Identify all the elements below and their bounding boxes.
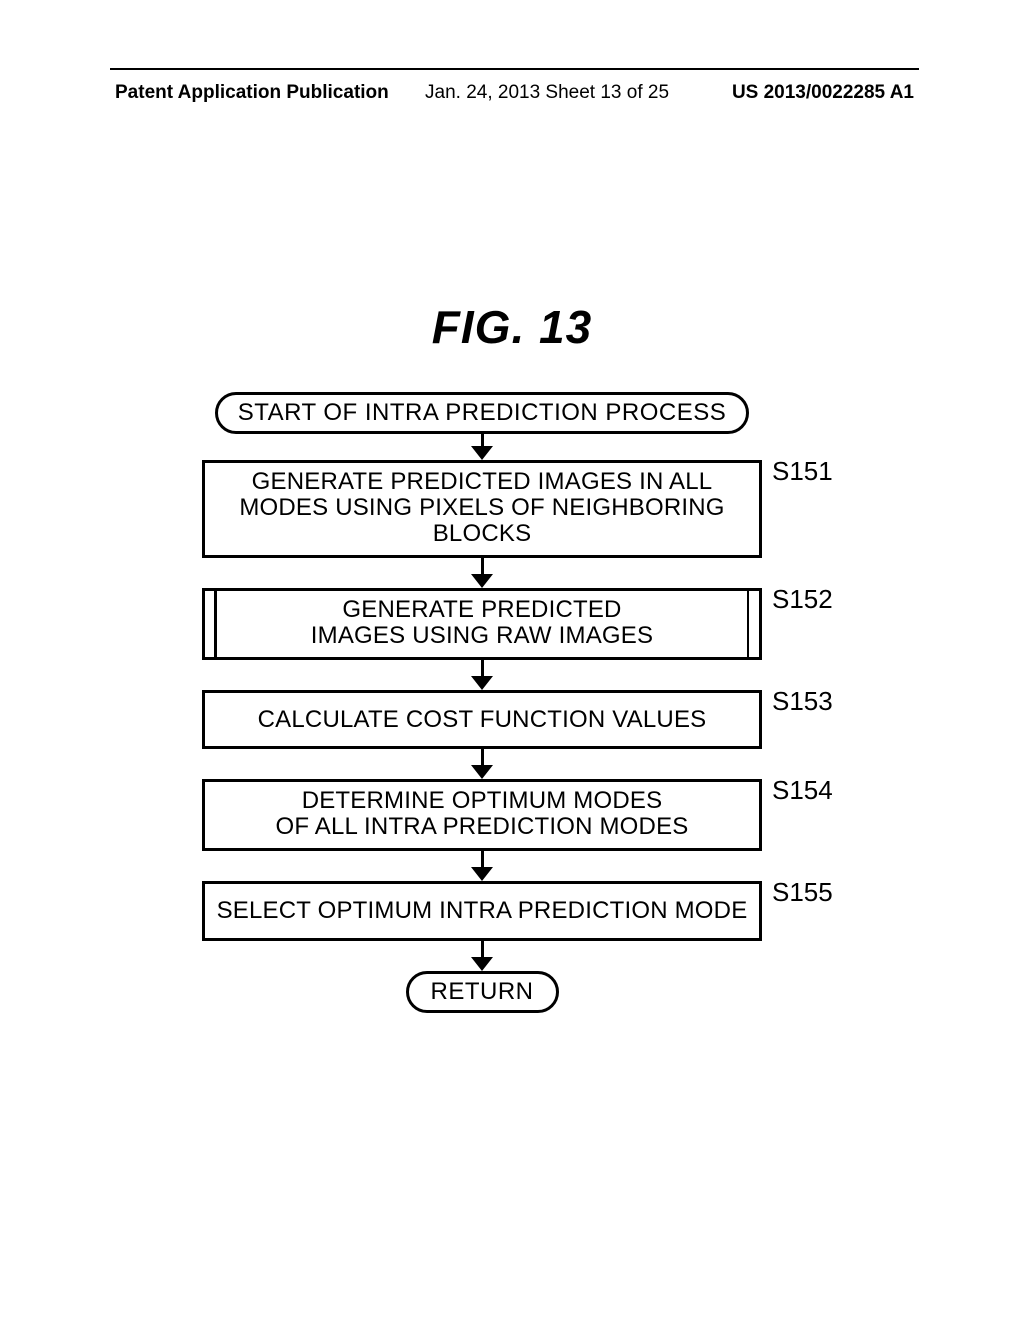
process-text: CALCULATE COST FUNCTION VALUES	[258, 706, 707, 733]
arrow	[471, 434, 493, 460]
process-text: SELECT OPTIMUM INTRA PREDICTION MODE	[217, 897, 748, 924]
terminator-start-label: START OF INTRA PREDICTION PROCESS	[238, 399, 727, 426]
step-label: S151	[772, 456, 833, 487]
figure-title: FIG. 13	[0, 300, 1024, 354]
process-step: DETERMINE OPTIMUM MODES OF ALL INTRA PRE…	[202, 779, 762, 851]
process-text: OF ALL INTRA PREDICTION MODES	[276, 813, 689, 840]
process-text: GENERATE PREDICTED IMAGES IN ALL	[252, 468, 713, 495]
process-text: DETERMINE OPTIMUM MODES	[302, 787, 663, 814]
arrow	[471, 660, 493, 690]
step-label: S152	[772, 584, 833, 615]
terminator-start: START OF INTRA PREDICTION PROCESS	[215, 392, 750, 434]
arrow	[471, 749, 493, 779]
process-text: IMAGES USING RAW IMAGES	[311, 622, 653, 649]
header-rule	[110, 68, 919, 70]
header-mid: Jan. 24, 2013 Sheet 13 of 25	[425, 82, 669, 104]
process-step: GENERATE PREDICTED IMAGES USING RAW IMAG…	[202, 588, 762, 660]
step-label: S155	[772, 877, 833, 908]
header-right: US 2013/0022285 A1	[732, 82, 914, 104]
terminator-return: RETURN	[406, 971, 559, 1013]
process-text: MODES USING PIXELS OF NEIGHBORING BLOCKS	[239, 494, 724, 547]
flowchart: START OF INTRA PREDICTION PROCESS GENERA…	[172, 392, 792, 1013]
process-text: GENERATE PREDICTED	[342, 596, 621, 623]
process-step: SELECT OPTIMUM INTRA PREDICTION MODE S15…	[202, 881, 762, 941]
step-label: S153	[772, 686, 833, 717]
process-step: GENERATE PREDICTED IMAGES IN ALL MODES U…	[202, 460, 762, 558]
header-left: Patent Application Publication	[115, 82, 389, 104]
arrow	[471, 941, 493, 971]
process-step: CALCULATE COST FUNCTION VALUES S153	[202, 690, 762, 750]
arrow	[471, 558, 493, 588]
arrow	[471, 851, 493, 881]
terminator-return-label: RETURN	[431, 978, 534, 1005]
step-label: S154	[772, 775, 833, 806]
